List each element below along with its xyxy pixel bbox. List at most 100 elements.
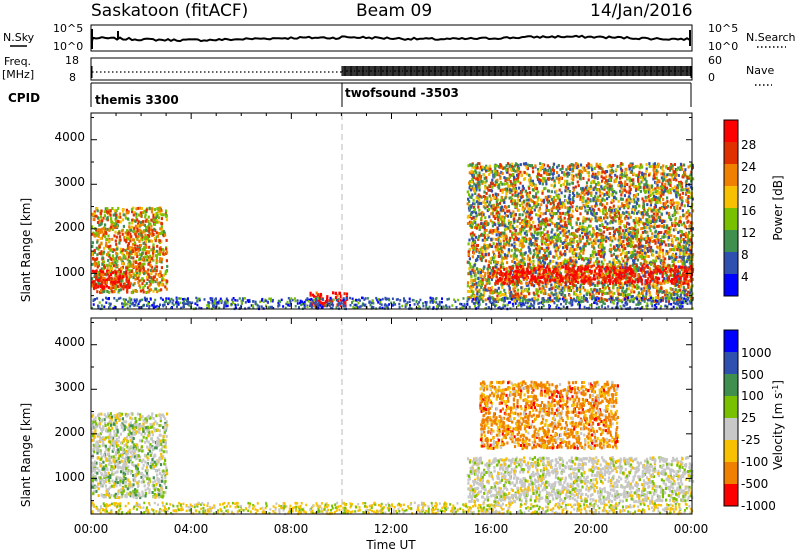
data-cell xyxy=(652,220,655,223)
data-cell xyxy=(630,234,633,238)
data-cell xyxy=(515,206,518,210)
data-cell xyxy=(158,274,161,277)
data-cell xyxy=(577,227,580,231)
data-cell xyxy=(151,228,154,232)
data-cell xyxy=(520,230,523,233)
data-cell xyxy=(526,254,530,258)
data-cell xyxy=(649,229,652,233)
data-cell xyxy=(95,257,98,261)
data-cell xyxy=(619,264,622,268)
data-cell xyxy=(137,262,140,266)
data-cell xyxy=(150,239,154,243)
data-cell xyxy=(647,190,650,194)
data-cell xyxy=(521,242,524,246)
data-cell xyxy=(636,164,639,168)
data-cell xyxy=(145,239,148,243)
data-cell xyxy=(567,289,570,293)
data-cell xyxy=(585,188,588,192)
data-cell xyxy=(485,282,488,286)
data-cell xyxy=(477,205,480,209)
data-cell xyxy=(556,165,559,169)
data-cell xyxy=(583,226,586,230)
data-cell xyxy=(149,228,152,232)
data-cell xyxy=(160,217,163,221)
data-cell xyxy=(479,271,482,274)
data-cell xyxy=(507,269,510,273)
data-cell xyxy=(609,171,612,175)
data-cell xyxy=(681,233,684,237)
data-cell xyxy=(512,226,515,230)
data-cell xyxy=(533,201,536,205)
data-cell xyxy=(105,241,108,245)
data-cell xyxy=(536,273,540,277)
data-cell xyxy=(126,289,129,293)
data-cell xyxy=(109,273,113,276)
data-cell xyxy=(479,254,482,258)
data-cell xyxy=(134,243,137,247)
data-cell xyxy=(135,207,138,211)
data-cell xyxy=(637,275,641,279)
data-cell xyxy=(129,228,132,232)
data-cell xyxy=(588,224,591,228)
data-cell xyxy=(595,199,598,203)
data-cell xyxy=(618,233,621,237)
data-cell xyxy=(676,294,679,298)
data-cell xyxy=(623,236,626,240)
data-cell xyxy=(652,225,655,229)
data-cell xyxy=(108,268,111,272)
data-cell xyxy=(143,284,147,288)
data-cell xyxy=(108,290,111,294)
data-cell xyxy=(527,198,530,202)
data-cell xyxy=(482,245,486,249)
data-cell xyxy=(100,273,103,277)
data-cell xyxy=(326,303,329,307)
data-cell xyxy=(648,215,651,219)
data-cell xyxy=(562,233,565,237)
data-cell xyxy=(499,239,502,243)
data-cell xyxy=(110,223,113,227)
data-cell xyxy=(635,267,638,271)
data-cell xyxy=(641,173,644,177)
data-cell xyxy=(497,238,500,242)
data-cell xyxy=(579,292,582,296)
data-cell xyxy=(128,221,131,225)
data-cell xyxy=(537,258,540,262)
data-cell xyxy=(605,179,608,183)
data-cell xyxy=(143,248,146,252)
data-cell xyxy=(516,225,519,229)
data-cell xyxy=(484,181,487,184)
data-cell xyxy=(578,206,581,210)
data-cell xyxy=(514,169,517,173)
data-cell xyxy=(624,217,627,221)
data-cell xyxy=(101,277,104,280)
data-cell xyxy=(600,219,603,222)
data-cell xyxy=(642,274,645,278)
data-cell xyxy=(110,217,113,221)
data-cell xyxy=(160,257,164,261)
data-cell xyxy=(127,279,130,283)
data-cell xyxy=(519,181,522,185)
data-cell xyxy=(472,243,475,247)
data-cell xyxy=(336,293,339,297)
data-cell xyxy=(157,282,160,286)
data-cell xyxy=(662,190,665,194)
data-cell xyxy=(146,225,149,229)
data-cell xyxy=(664,293,667,297)
data-cell xyxy=(158,239,162,243)
data-cell xyxy=(115,257,118,261)
data-cell xyxy=(566,188,569,192)
data-cell xyxy=(517,192,520,196)
data-cell xyxy=(158,288,161,292)
data-cell xyxy=(132,276,135,280)
data-cell xyxy=(544,289,547,292)
data-cell xyxy=(668,178,671,182)
data-cell xyxy=(682,213,685,217)
data-cell xyxy=(546,219,549,223)
data-cell xyxy=(95,277,98,281)
data-cell xyxy=(473,233,476,237)
data-cell xyxy=(498,241,501,245)
data-cell xyxy=(634,278,637,282)
data-cell xyxy=(136,237,139,241)
data-cell xyxy=(495,212,498,216)
data-cell xyxy=(624,200,627,204)
